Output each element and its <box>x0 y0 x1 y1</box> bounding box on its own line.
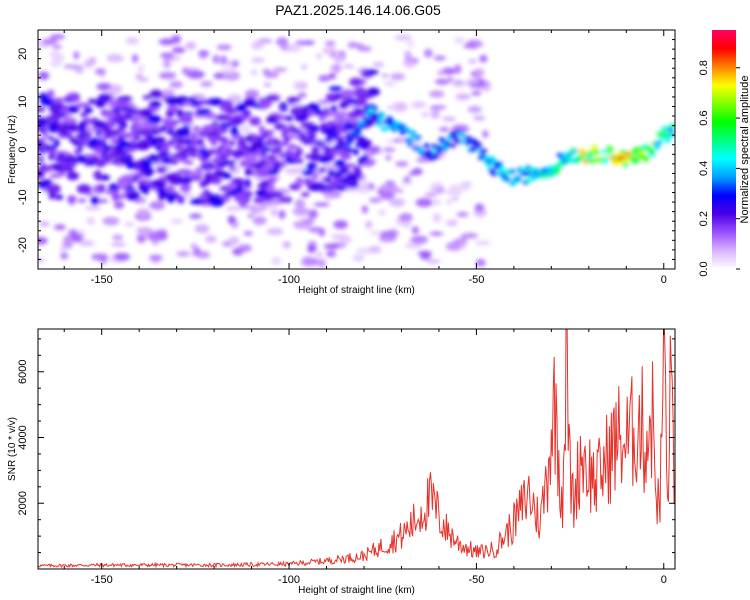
spectrogram-frame <box>37 29 676 270</box>
snr-x-ticks: -150 -100 -50 0 <box>63 329 667 586</box>
spectrogram-heatmap <box>38 34 675 269</box>
tick-label: 0 <box>661 574 667 586</box>
colorbar: 0.0 0.2 0.4 0.6 0.8 Normalized spectral ampl… <box>698 30 750 277</box>
tick-label: -150 <box>91 574 113 586</box>
tick-label: 0.4 <box>698 161 710 176</box>
spectrogram-y-ticks: -20 -10 0 10 20 <box>17 29 675 270</box>
tick-label: 0.8 <box>698 60 710 75</box>
snr-panel: -150 -100 -50 0 2000 4000 6000 Height of stra… <box>7 328 676 596</box>
tick-label: 10 <box>17 96 29 108</box>
tick-label: -50 <box>468 274 484 286</box>
tick-label: 2000 <box>17 491 29 515</box>
tick-label: 0.2 <box>698 211 710 226</box>
tick-label: 4000 <box>17 425 29 449</box>
colorbar-gradient <box>712 30 736 269</box>
tick-label: -100 <box>278 574 300 586</box>
tick-label: -100 <box>278 274 300 286</box>
snr-y-label: SNR (10 * v/v) <box>7 417 18 481</box>
tick-label: 0.6 <box>698 110 710 125</box>
tick-label: 0 <box>17 146 29 152</box>
spectrogram-x-label: Height of straight line (km) <box>298 285 415 296</box>
spectrogram-x-ticks: -150 -100 -50 0 <box>63 30 667 286</box>
tick-label: 20 <box>17 48 29 60</box>
colorbar-ticks: 0.0 0.2 0.4 0.6 0.8 <box>698 60 740 277</box>
colorbar-label: Normalized spectral amplitude <box>739 76 750 224</box>
snr-series-line <box>38 329 675 569</box>
tick-label: -10 <box>17 189 29 205</box>
tick-label: -50 <box>468 574 484 586</box>
tick-label: -150 <box>91 274 113 286</box>
snr-y-ticks: 2000 4000 6000 <box>17 338 675 570</box>
snr-x-label: Height of straight line (km) <box>298 585 415 596</box>
spectrogram-y-label: Frequency (Hz) <box>7 115 18 184</box>
tick-label: 0 <box>661 274 667 286</box>
page-title: PAZ1.2025.146.14.06.G05 <box>275 2 441 18</box>
snr-frame <box>37 328 676 570</box>
tick-label: -20 <box>17 237 29 253</box>
tick-label: 0.0 <box>698 261 710 276</box>
tick-label: 6000 <box>17 359 29 383</box>
